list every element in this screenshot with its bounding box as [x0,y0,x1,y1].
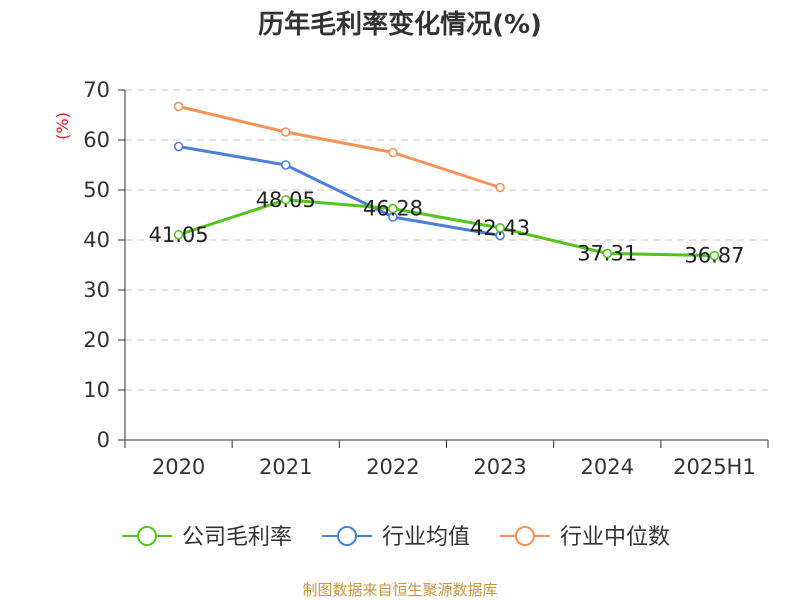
data-label-2021: 48.05 [256,188,316,212]
series-0-line [178,198,715,258]
series-0-point-2021 [280,194,291,205]
series-2-point-2023 [495,182,505,193]
chart-title: 历年毛利率变化情况(%) [258,9,542,40]
y-tick-label-50: 50 [83,178,110,202]
legend-circle-icon [137,526,157,546]
series-2-point-2021 [280,127,291,137]
y-tick-label-30: 30 [83,278,110,302]
series-1-point-2021 [280,160,291,170]
legend-circle-icon [515,526,535,546]
y-tick-label-40: 40 [83,228,110,252]
series-2 [173,101,505,193]
legend-label: 公司毛利率 [182,525,292,550]
y-tick-label-70: 70 [83,78,110,102]
series-0-point-2023 [495,223,505,233]
data-label-2023: 42.43 [470,216,530,240]
y-tick-label-20: 20 [83,328,110,352]
legend-label: 行业均值 [382,525,470,550]
x-tick-label-2022: 2022 [366,455,419,479]
legend-item-1[interactable]: 行业均值 [322,525,470,550]
legend-label: 行业中位数 [560,525,670,550]
y-axis-label: (%) [53,112,72,140]
series-0-point-2025H1 [709,250,720,261]
series-1-line [178,145,501,237]
series-0-point-2020 [173,229,184,240]
series-1 [173,141,505,241]
series-0-point-2024 [602,248,613,259]
series-0 [173,194,720,261]
legend-item-0[interactable]: 公司毛利率 [122,525,292,550]
legend-circle-icon [337,526,357,546]
series-0-point-2022 [388,203,398,214]
y-tick-label-10: 10 [83,378,110,402]
x-tick-label-2025H1: 2025H1 [673,455,756,479]
gridlines [125,89,768,391]
data-label-2020: 41.05 [149,223,209,247]
data-label-2024: 37.31 [577,241,637,265]
axes: 0 10 20 30 40 50 60 70 2020 2021 2022 2023 2024 2025H… [83,78,769,479]
y-tick-label-0: 0 [97,428,110,452]
source-note: 制图数据来自恒生聚源数据库 [302,581,497,599]
series-2-point-2022 [388,147,398,158]
x-tick-label-2023: 2023 [473,455,526,479]
series-1-point-2020 [173,141,184,152]
data-label-2025H1: 36.87 [684,244,744,268]
series-layer [173,101,720,261]
series-2-line [178,105,501,189]
x-tick-label-2020: 2020 [152,455,205,479]
data-labels: 41.05 48.05 46.28 42.43 37.31 36.87 [149,188,745,268]
legend: 公司毛利率 行业均值 行业中位数 [122,525,670,550]
x-tick-label-2024: 2024 [581,455,634,479]
data-label-2022: 46.28 [363,197,423,221]
y-tick-label-60: 60 [83,128,110,152]
series-2-point-2020 [173,101,184,112]
legend-item-2[interactable]: 行业中位数 [500,525,670,550]
x-tick-label-2021: 2021 [259,455,312,479]
